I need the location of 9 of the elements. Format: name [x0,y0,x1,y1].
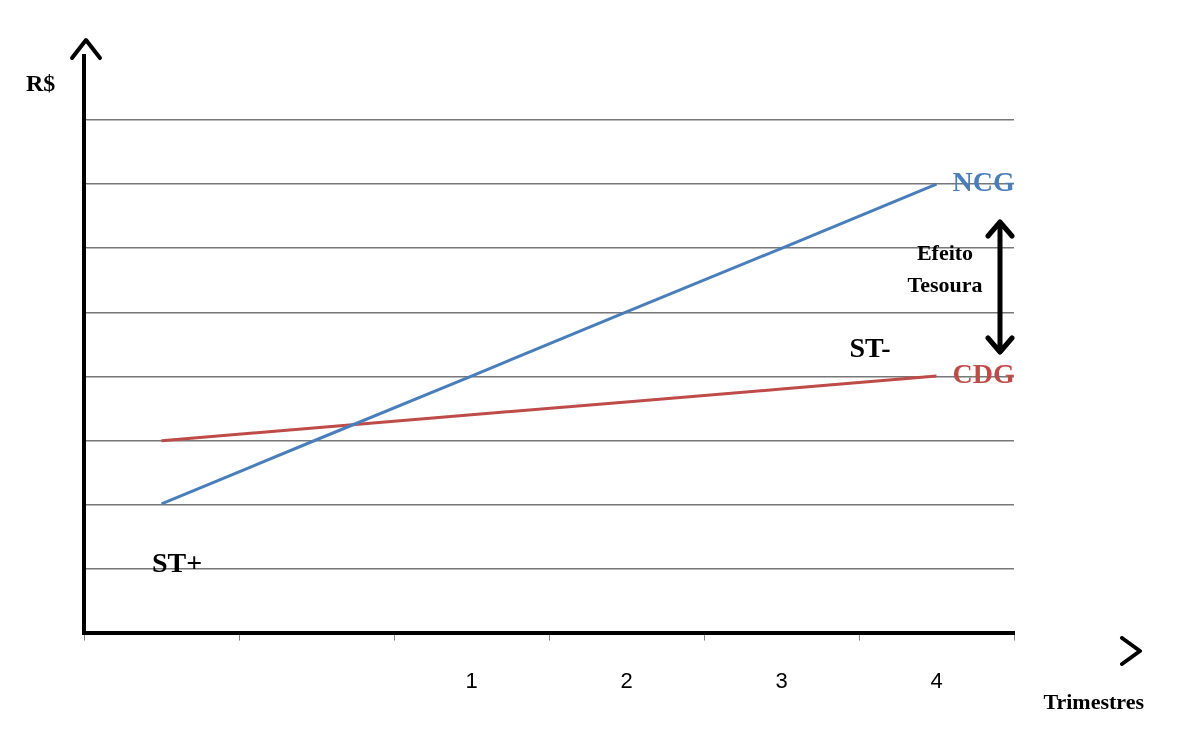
y-axis-title: R$ [26,70,56,97]
x-tick-label: 1 [465,667,478,693]
annotation: ST- [849,332,891,364]
x-axis-title: Trimestres [1043,688,1145,714]
x-tick-label: 3 [775,667,788,693]
annotation: ST+ [151,547,203,579]
annotation: Efeito Tesoura [907,239,983,297]
x-tick-label: 4 [930,667,943,693]
x-tick-label: 2 [620,667,633,693]
